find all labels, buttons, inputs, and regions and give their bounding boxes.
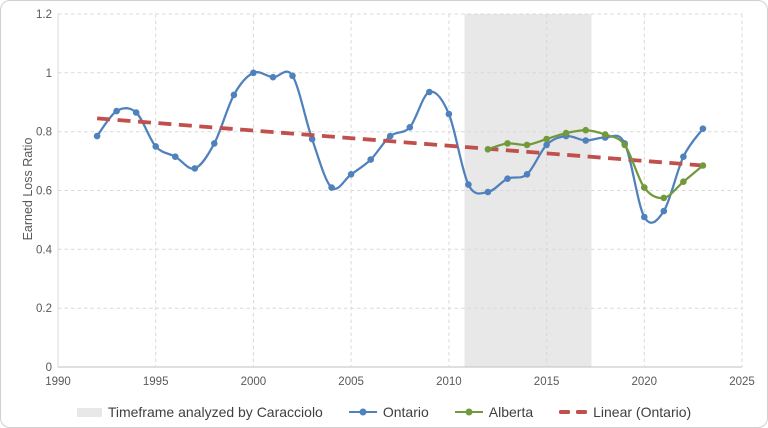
y-tick-label: 0.6 — [36, 186, 52, 198]
y-tick-label: 0.2 — [36, 303, 52, 315]
data-point-ontario — [113, 107, 120, 115]
data-point-alberta — [621, 141, 628, 149]
data-point-ontario — [680, 153, 687, 160]
data-point-ontario — [504, 175, 511, 182]
data-point-ontario — [132, 109, 140, 116]
series-line-ontario — [96, 70, 704, 224]
x-tick-label: 2015 — [534, 376, 560, 388]
data-point-ontario — [582, 137, 589, 144]
x-tick-label: 2025 — [729, 376, 755, 388]
data-point-alberta — [582, 126, 589, 134]
legend-label-linear: Linear (Ontario) — [593, 404, 692, 420]
data-point-ontario — [289, 72, 296, 80]
data-point-ontario — [93, 132, 101, 140]
data-point-ontario — [328, 184, 335, 191]
linear-trendline-dash-icon — [559, 410, 588, 414]
alberta-line-marker-icon — [454, 407, 483, 418]
data-point-alberta — [680, 178, 687, 185]
data-point-ontario — [699, 125, 707, 132]
data-point-ontario — [445, 110, 453, 118]
y-tick-label: 1.2 — [36, 9, 52, 21]
legend-item-ontario: Ontario — [348, 404, 429, 420]
y-tick-label: 0.4 — [36, 244, 53, 256]
data-point-alberta — [641, 184, 648, 191]
data-point-ontario — [660, 207, 668, 215]
data-point-alberta — [543, 135, 550, 143]
x-tick-label: 2000 — [241, 376, 267, 388]
y-axis-title: Earned Loss Ratio — [21, 137, 35, 241]
data-point-alberta — [523, 141, 531, 149]
data-point-ontario — [172, 153, 179, 160]
data-point-alberta — [504, 140, 511, 147]
data-point-alberta — [562, 129, 570, 137]
y-tick-label: 0 — [46, 362, 52, 374]
legend-item-timeframe: Timeframe analyzed by Caracciolo — [76, 404, 323, 420]
x-tick-label: 2020 — [632, 376, 658, 388]
y-tick-label: 0.8 — [36, 127, 52, 139]
data-point-ontario — [230, 91, 238, 99]
x-tick-label: 1990 — [45, 376, 71, 388]
data-point-alberta — [660, 194, 668, 202]
data-point-ontario — [484, 188, 492, 196]
timeframe-band-swatch-icon — [76, 407, 102, 417]
data-point-ontario — [152, 143, 159, 150]
y-tick-label: 1 — [46, 68, 52, 80]
data-point-ontario — [543, 141, 550, 149]
x-tick-label: 2010 — [436, 376, 462, 388]
data-point-ontario — [191, 165, 199, 172]
data-point-ontario — [406, 124, 414, 131]
data-point-ontario — [308, 135, 316, 143]
data-point-ontario — [523, 171, 531, 178]
legend-label-timeframe: Timeframe analyzed by Caracciolo — [107, 404, 323, 420]
data-point-ontario — [367, 156, 375, 163]
x-tick-label: 1995 — [143, 376, 169, 388]
legend-label-ontario: Ontario — [382, 404, 429, 420]
legend-item-linear: Linear (Ontario) — [559, 404, 691, 420]
data-point-alberta — [601, 131, 609, 138]
data-point-ontario — [250, 69, 257, 77]
data-point-ontario — [426, 88, 433, 96]
data-point-ontario — [465, 181, 472, 188]
x-tick-label: 2005 — [338, 376, 364, 388]
data-point-ontario — [211, 140, 218, 147]
legend: Timeframe analyzed by Caracciolo Ontario… — [1, 404, 767, 420]
data-point-ontario — [269, 73, 277, 81]
legend-item-alberta: Alberta — [454, 404, 534, 420]
data-point-alberta — [484, 146, 492, 153]
trendline-linear-ontario — [96, 116, 704, 168]
data-point-ontario — [347, 171, 355, 178]
data-point-ontario — [641, 213, 648, 221]
legend-label-alberta: Alberta — [488, 404, 534, 420]
data-point-alberta — [699, 162, 707, 169]
ontario-line-marker-icon — [348, 407, 377, 418]
data-point-ontario — [386, 132, 394, 140]
